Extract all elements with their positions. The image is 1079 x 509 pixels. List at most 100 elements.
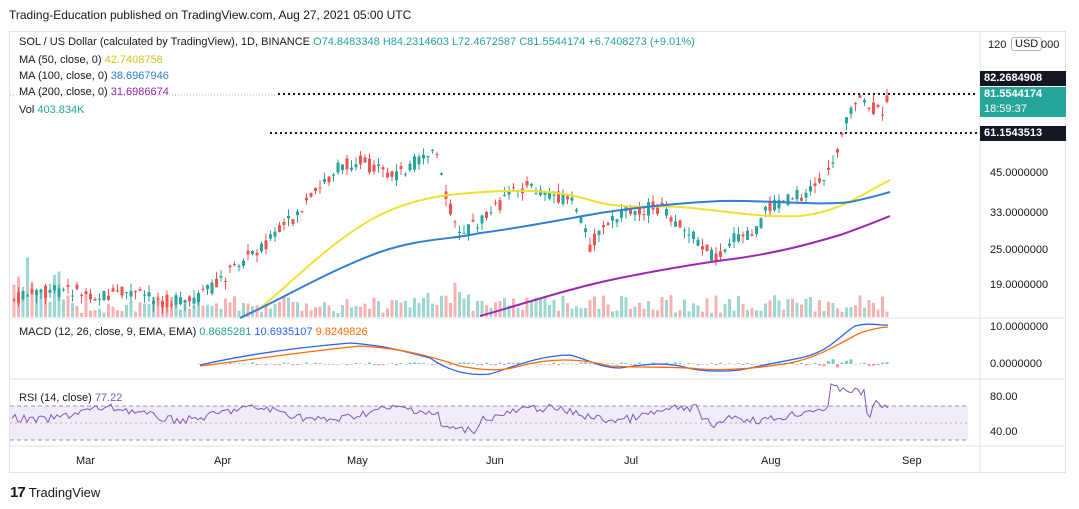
candle-body	[485, 212, 488, 218]
candle-body	[188, 296, 191, 302]
volume-bar	[719, 312, 722, 317]
volume-bar	[773, 295, 776, 317]
volume-bar	[354, 306, 358, 317]
volume-bar	[737, 296, 740, 317]
volume-bar	[120, 311, 124, 317]
macd-hist-bar	[300, 364, 304, 365]
macd-hist-bar	[593, 364, 596, 365]
volume-bar	[602, 295, 605, 317]
candle-body	[800, 197, 803, 201]
macd-hist-bar	[552, 362, 556, 364]
volume-bar	[408, 307, 412, 317]
volume-bar	[876, 309, 880, 317]
volume-bar	[345, 299, 349, 317]
macd-hist-bar	[674, 362, 677, 364]
volume-bar	[782, 309, 785, 317]
volume-bar	[575, 306, 578, 317]
volume-bar	[480, 300, 484, 317]
price-tick: 19.0000000	[990, 279, 1049, 291]
candle-body	[588, 244, 592, 252]
volume-bar	[192, 305, 196, 317]
tradingview-brand[interactable]: 17 TradingView	[10, 484, 100, 501]
candle-body	[678, 220, 682, 228]
candle-body	[71, 295, 74, 297]
volume-legend[interactable]: Vol 403.834K	[19, 104, 84, 116]
candle-body	[746, 230, 749, 240]
currency-button[interactable]: USD	[1011, 37, 1043, 51]
candle-body	[674, 221, 677, 227]
candle-body	[242, 260, 245, 266]
volume-bar	[507, 305, 511, 317]
macd-hist-bar	[813, 362, 817, 364]
macd-hist-bar	[512, 363, 515, 364]
candle-body	[822, 180, 826, 182]
candle-body	[53, 285, 56, 291]
candle-body	[872, 102, 875, 115]
candle-body	[467, 224, 470, 235]
macd-hist-bar	[642, 363, 646, 365]
time-tick-mar: Mar	[76, 455, 95, 467]
ma50-legend[interactable]: MA (50, close, 0) 42.7408758	[19, 54, 163, 66]
volume-bar	[705, 298, 709, 317]
candle-body	[570, 197, 574, 201]
macd-legend[interactable]: MACD (12, 26, close, 9, EMA, EMA) 0.8685…	[19, 326, 368, 338]
volume-bar	[440, 295, 443, 317]
macd-hist-bar	[498, 362, 502, 364]
candle-body	[354, 164, 358, 168]
publish-caption: Trading-Education published on TradingVi…	[9, 8, 412, 22]
symbol-title[interactable]: SOL / US Dollar (calculated by TradingVi…	[19, 36, 311, 48]
candle-body	[215, 278, 218, 288]
volume-bar	[264, 303, 268, 317]
low-value: L72.4672587	[451, 36, 517, 48]
candle-body	[741, 234, 745, 237]
volume-bar	[642, 308, 646, 317]
macd-hist-bar	[282, 362, 286, 364]
volume-bar	[426, 292, 430, 317]
volume-bar	[318, 306, 322, 317]
volume-bar	[863, 307, 866, 317]
candle-body	[881, 114, 884, 116]
chart-frame[interactable]	[9, 31, 1066, 473]
volume-bar	[827, 301, 830, 317]
macd-hist-bar	[264, 364, 268, 366]
volume-bar	[791, 298, 794, 317]
time-tick-jun: Jun	[486, 455, 504, 467]
ma200-legend[interactable]: MA (200, close, 0) 31.6986674	[19, 86, 169, 98]
macd-hist-bar	[296, 364, 299, 365]
volume-bar	[71, 303, 74, 317]
macd-hist-bar	[755, 363, 758, 365]
ma50-label: MA (50, close, 0)	[19, 54, 102, 66]
volume-bar	[831, 303, 835, 317]
macd-hist-bar	[390, 363, 394, 364]
candle-body	[44, 285, 47, 298]
candle-body	[300, 211, 304, 213]
rsi-legend[interactable]: RSI (14, close) 77.22	[19, 392, 122, 404]
macd-hist-bar	[651, 362, 655, 364]
candle-body	[795, 189, 799, 200]
ma100-legend[interactable]: MA (100, close, 0) 38.6967946	[19, 70, 169, 82]
macd-hist-bar	[449, 364, 452, 365]
candle-body	[701, 246, 704, 250]
candle-body	[539, 189, 542, 196]
candle-body	[791, 198, 794, 200]
candle-body	[489, 212, 493, 214]
candle-body	[170, 304, 173, 306]
volume-bar	[867, 300, 871, 317]
macd-hist-bar	[705, 364, 709, 365]
candle-body	[35, 289, 38, 296]
volume-bar	[539, 297, 542, 317]
volume-bar	[75, 305, 79, 317]
candle-body	[876, 104, 880, 107]
volume-bar	[471, 310, 475, 317]
candle-body	[26, 295, 29, 297]
volume-bar	[588, 300, 592, 317]
candle-body	[296, 211, 299, 216]
candle-body	[201, 288, 205, 290]
macd-hist-bar	[305, 362, 308, 364]
candle-body	[395, 171, 398, 181]
volume-bar	[215, 303, 218, 317]
volume-bar	[804, 298, 808, 317]
candle-body	[642, 213, 646, 215]
macd-hist-bar	[386, 363, 389, 365]
